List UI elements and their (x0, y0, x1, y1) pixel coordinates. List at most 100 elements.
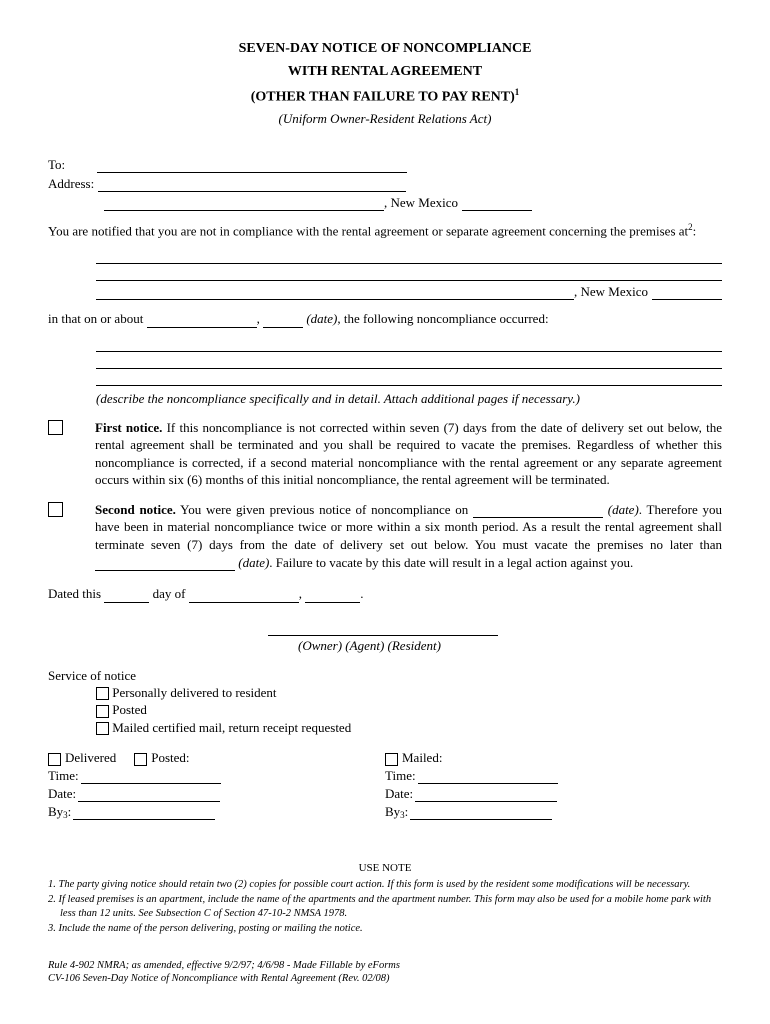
state-suffix-1: , New Mexico (384, 195, 458, 211)
noncompliance-lines: (describe the noncompliance specifically… (96, 338, 722, 407)
service-header: Service of notice (48, 668, 722, 684)
use-note-header: USE NOTE (48, 862, 722, 874)
first-notice-bold: First notice. (95, 420, 162, 435)
notify-colon: : (693, 224, 697, 239)
notify-para: You are notified that you are not in com… (48, 221, 722, 240)
date-field-1[interactable] (147, 314, 257, 328)
to-row: To: (48, 157, 722, 173)
dated-period: . (360, 586, 363, 601)
opt-mailed-checkbox[interactable] (96, 722, 109, 735)
zip-field-1[interactable] (462, 197, 532, 211)
date-field-2[interactable] (263, 314, 303, 328)
opt-personal-label: Personally delivered to resident (112, 685, 276, 700)
address-field-1[interactable] (98, 178, 406, 192)
mailed-label: Mailed: (402, 750, 442, 766)
address-field-2[interactable] (104, 197, 384, 211)
dated-row: Dated this day of , . (48, 585, 722, 603)
describe-text: (describe the noncompliance specifically… (96, 391, 722, 407)
col-left: Delivered Posted: Time: Date: By3: (48, 750, 385, 822)
second-notice-bold: Second notice. (95, 502, 176, 517)
by-field-2[interactable] (410, 806, 552, 820)
dated-month[interactable] (189, 589, 299, 603)
second-notice-text: Second notice. You were given previous n… (95, 501, 722, 571)
premises-line-1[interactable] (96, 250, 722, 264)
date-italic-3: (date) (238, 555, 269, 570)
premises-line-2[interactable] (96, 267, 722, 281)
by-colon-1: : (68, 804, 72, 820)
page: SEVEN-DAY NOTICE OF NONCOMPLIANCE WITH R… (0, 0, 770, 1016)
date-field-a[interactable] (78, 788, 220, 802)
premises-line-3[interactable] (96, 286, 574, 300)
use-note-1: 1. The party giving notice should retain… (48, 878, 722, 891)
time-label-2: Time: (385, 768, 416, 784)
date-field-b[interactable] (415, 788, 557, 802)
to-label: To: (48, 157, 65, 173)
second-notice-row: Second notice. You were given previous n… (48, 501, 722, 571)
posted-checkbox[interactable] (134, 753, 147, 766)
footer-line-1: Rule 4-902 NMRA; as amended, effective 9… (48, 959, 722, 973)
use-note-3: 3. Include the name of the person delive… (48, 922, 722, 935)
opt-mailed-label: Mailed certified mail, return receipt re… (112, 720, 351, 735)
to-field[interactable] (97, 159, 407, 173)
signature-line[interactable] (268, 621, 498, 636)
delivered-checkbox[interactable] (48, 753, 61, 766)
title-line1: SEVEN-DAY NOTICE OF NONCOMPLIANCE (48, 40, 722, 59)
title-line3: (OTHER THAN FAILURE TO PAY RENT)1 (48, 86, 722, 108)
in-that-para: in that on or about , (date), the follow… (48, 310, 722, 328)
footer: Rule 4-902 NMRA; as amended, effective 9… (48, 959, 722, 986)
in-that-continue: , the following noncompliance occurred: (337, 311, 548, 326)
first-notice-text: First notice. If this noncompliance is n… (95, 419, 722, 489)
day-of: day of (149, 586, 188, 601)
address-row2: , New Mexico (48, 195, 722, 211)
address-row1: Address: (48, 176, 722, 192)
nc-line-2[interactable] (96, 355, 722, 369)
date-label-1: Date: (48, 786, 76, 802)
premises-lines: , New Mexico (96, 250, 722, 300)
second-c: . Failure to vacate by this date will re… (269, 555, 633, 570)
in-that-text: in that on or about (48, 311, 147, 326)
time-field-2[interactable] (418, 770, 558, 784)
signature-label: (Owner) (Agent) (Resident) (298, 638, 722, 654)
use-note-2: 2. If leased premises is an apartment, i… (48, 893, 722, 919)
first-notice-row: First notice. If this noncompliance is n… (48, 419, 722, 489)
dated-this: Dated this (48, 586, 104, 601)
opt-posted-label: Posted (112, 702, 147, 717)
date-label-2: Date: (385, 786, 413, 802)
notify-text: You are notified that you are not in com… (48, 224, 688, 239)
by-field-1[interactable] (73, 806, 215, 820)
title-line3-text: (OTHER THAN FAILURE TO PAY RENT) (251, 89, 515, 104)
opt-personal-checkbox[interactable] (96, 687, 109, 700)
second-a: You were given previous notice of noncom… (176, 502, 473, 517)
zip-field-2[interactable] (652, 286, 722, 300)
by-label-2: By (385, 804, 400, 820)
mailed-checkbox[interactable] (385, 753, 398, 766)
footer-line-2: CV-106 Seven-Day Notice of Noncompliance… (48, 972, 722, 986)
address-label: Address: (48, 176, 94, 192)
delivery-columns: Delivered Posted: Time: Date: By3: Maile… (48, 750, 722, 822)
opt-posted-checkbox[interactable] (96, 705, 109, 718)
time-field-1[interactable] (81, 770, 221, 784)
dated-year[interactable] (305, 589, 360, 603)
dated-day[interactable] (104, 589, 149, 603)
col-right: Mailed: Time: Date: By3: (385, 750, 722, 822)
by-colon-2: : (405, 804, 409, 820)
date-italic-2: (date) (608, 502, 639, 517)
second-date-1[interactable] (473, 504, 603, 518)
time-label-1: Time: (48, 768, 79, 784)
second-date-2[interactable] (95, 557, 235, 571)
second-notice-checkbox[interactable] (48, 502, 63, 517)
state-suffix-2: , New Mexico (574, 284, 648, 300)
delivered-label: Delivered (65, 750, 116, 766)
nc-line-1[interactable] (96, 338, 722, 352)
service-block: Service of notice Personally delivered t… (48, 668, 722, 737)
date-italic-1: (date) (306, 311, 337, 326)
title-line2: WITH RENTAL AGREEMENT (48, 63, 722, 82)
service-options: Personally delivered to resident Posted … (96, 684, 722, 737)
by-label-1: By (48, 804, 63, 820)
first-notice-checkbox[interactable] (48, 420, 63, 435)
first-notice-body: If this noncompliance is not corrected w… (95, 420, 722, 488)
posted-label: Posted: (151, 750, 189, 766)
nc-line-3[interactable] (96, 372, 722, 386)
subtitle: (Uniform Owner-Resident Relations Act) (48, 111, 722, 127)
title-sup1: 1 (515, 87, 520, 97)
